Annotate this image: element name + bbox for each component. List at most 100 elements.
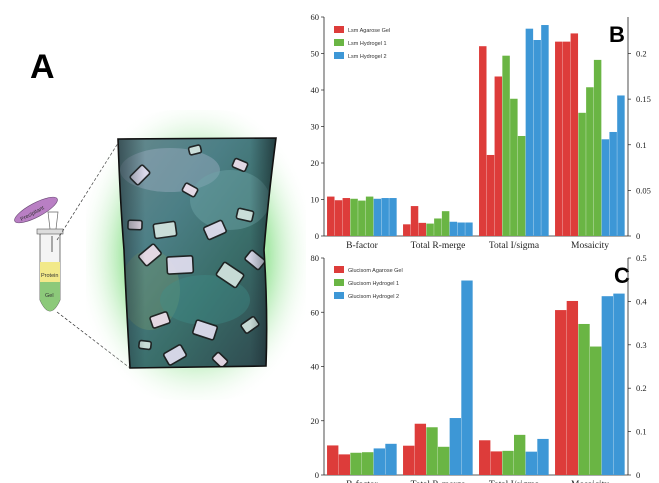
legend-label: Glucisom Hydrogel 2 <box>348 294 399 300</box>
legend-label: Lsm Hydrogel 2 <box>348 54 387 60</box>
y-tick-label: 60 <box>311 12 320 22</box>
bar <box>381 198 389 236</box>
y-tick-label: 40 <box>311 85 320 95</box>
bar <box>449 221 458 236</box>
bar <box>461 280 473 475</box>
bar <box>590 346 602 475</box>
bar <box>365 196 374 236</box>
y-tick-label: 40 <box>311 362 320 372</box>
x-tick-label: B-factor <box>346 240 378 251</box>
precipitant-drop <box>14 196 58 224</box>
bar <box>502 55 510 236</box>
bar <box>613 293 625 475</box>
bar <box>414 423 427 475</box>
bar <box>334 200 343 236</box>
y2-tick-label: 0.4 <box>636 296 647 306</box>
y-tick-label: 30 <box>311 122 320 132</box>
bar <box>479 440 491 475</box>
bar <box>327 196 335 236</box>
bar <box>438 446 450 475</box>
bar <box>373 198 382 236</box>
bar <box>617 95 625 236</box>
bar <box>541 25 549 237</box>
y-tick-label: 0 <box>315 470 319 480</box>
bar <box>362 452 374 475</box>
bar <box>434 218 442 236</box>
gel-label: Gel <box>45 293 54 299</box>
crystal-micrograph <box>118 138 276 368</box>
bar <box>601 139 610 236</box>
y2-tick-label: 0.5 <box>636 253 647 263</box>
bar <box>517 135 526 236</box>
gel-layer <box>40 282 60 311</box>
bar <box>479 46 487 237</box>
chart-b: 0 10 20 30 40 50 60 0 0.05 0.1 0.15 0.2 B-factor Tota… <box>311 12 651 251</box>
legend-swatch <box>334 39 344 46</box>
y2-tick-label: 0.05 <box>636 185 651 195</box>
y2-tick-label: 0 <box>636 231 640 241</box>
bar <box>418 222 427 236</box>
y-tick-label: 80 <box>311 253 320 263</box>
bar <box>537 438 549 475</box>
legend-swatch <box>334 266 344 273</box>
y2-tick-label: 0.2 <box>636 49 647 59</box>
bar <box>449 418 461 475</box>
bar <box>510 98 518 236</box>
x-tick-label: Total I/sigma <box>489 480 540 483</box>
bar <box>570 33 579 236</box>
y-tick-label: 0 <box>315 231 319 241</box>
bar <box>385 443 397 475</box>
panel-label-c: C <box>614 263 630 288</box>
bar <box>555 310 567 475</box>
bar <box>465 222 473 236</box>
x-tick-label: Total I/sigma <box>489 241 540 251</box>
bar <box>578 323 590 475</box>
bar <box>441 211 450 236</box>
panel-label-b: B <box>609 22 625 47</box>
legend-label: Lsm Agarose Gel <box>348 28 390 34</box>
x-tick-label: Mosaicity <box>571 480 609 483</box>
tube-icon: Precipitant Protein Gel <box>14 196 64 312</box>
bar <box>486 154 495 236</box>
bar <box>578 112 586 236</box>
chart-c: 0 20 40 60 80 0 0.1 0.2 0.3 0.4 0.5 B-factor Total R… <box>311 253 648 483</box>
bar <box>533 40 541 236</box>
bar <box>350 198 358 236</box>
bar <box>502 450 514 475</box>
bar <box>403 445 415 475</box>
y-tick-label: 20 <box>311 416 320 426</box>
bar <box>410 206 419 236</box>
legend-swatch <box>334 279 344 286</box>
protein-label: Protein <box>41 273 58 279</box>
legend-swatch <box>334 52 344 59</box>
y2-tick-label: 0.15 <box>636 94 651 104</box>
bar <box>514 434 526 475</box>
x-tick-label: B-factor <box>346 479 378 483</box>
bar <box>566 300 579 475</box>
bar <box>609 131 617 236</box>
panel-label-a: A <box>30 48 55 86</box>
x-tick-label: Total R-merge <box>411 480 466 483</box>
bar <box>327 445 339 475</box>
bar <box>358 200 366 236</box>
legend-label: Glucisom Agarose Gel <box>348 268 403 274</box>
crystal-illustration: Precipitant Protein Gel <box>14 110 306 400</box>
bar <box>389 198 397 236</box>
y2-tick-label: 0 <box>636 470 640 480</box>
legend-swatch <box>334 292 344 299</box>
protein-layer <box>40 262 60 282</box>
legend-swatch <box>334 26 344 33</box>
bar <box>562 41 571 236</box>
y-tick-label: 50 <box>311 49 320 59</box>
legend-label: Glucisom Hydrogel 1 <box>348 281 399 287</box>
bar <box>338 454 351 475</box>
y-tick-label: 60 <box>311 307 320 317</box>
bar <box>342 198 351 236</box>
bar <box>350 452 362 475</box>
bar <box>426 427 438 475</box>
bar <box>555 41 563 236</box>
legend-label: Lsm Hydrogel 1 <box>348 41 387 47</box>
bar <box>494 76 503 237</box>
bar <box>525 28 534 237</box>
